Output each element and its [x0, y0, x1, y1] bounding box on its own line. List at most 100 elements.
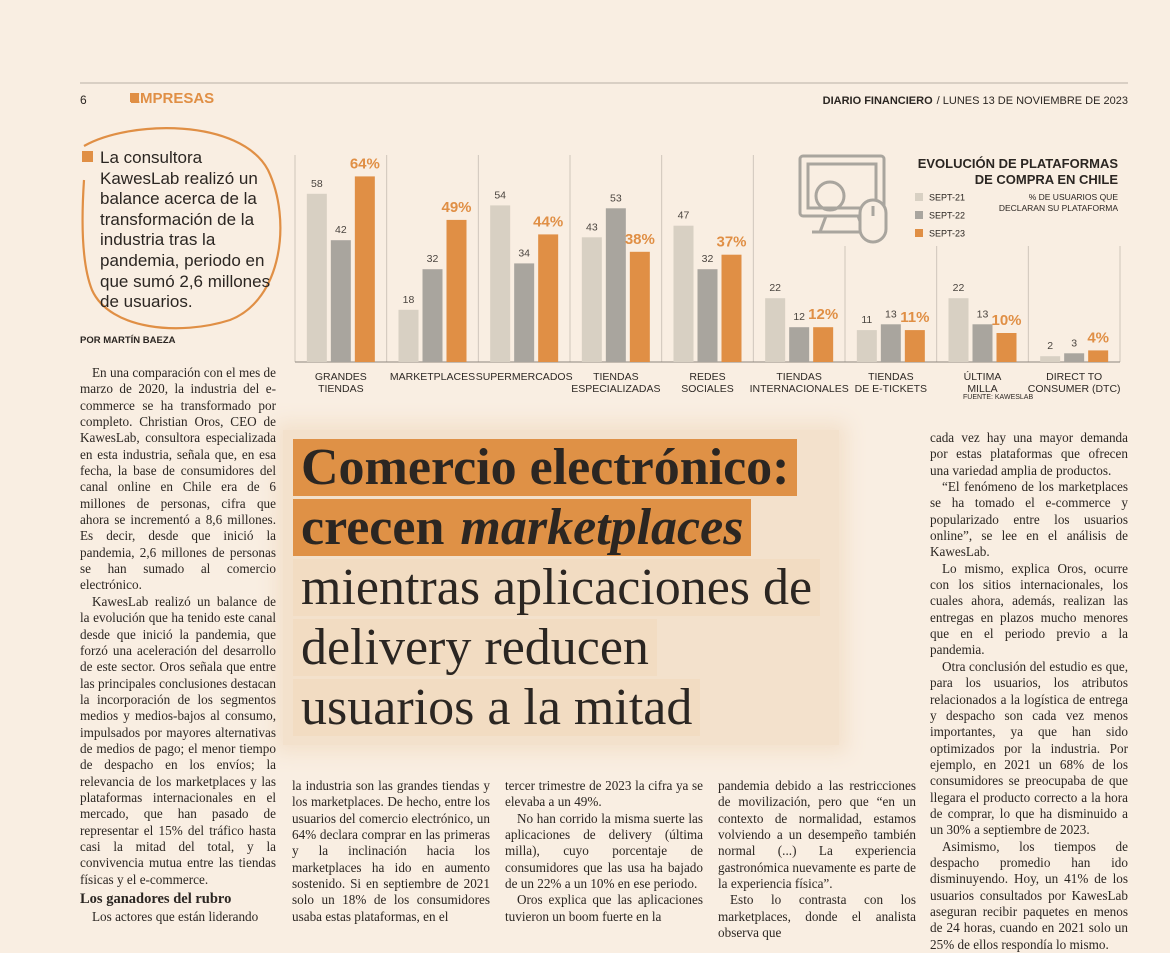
- value-label: 34: [518, 247, 530, 259]
- paragraph: No han corrido la misma suerte las aplic…: [505, 810, 703, 892]
- value-label: 58: [311, 178, 323, 190]
- x-tick-label: DIRECT TO CONSUMER (DTC): [1027, 371, 1121, 395]
- paragraph: En una comparación con el mes de marzo d…: [80, 365, 276, 593]
- value-label: 10%: [991, 312, 1021, 329]
- value-label: 18: [403, 294, 415, 306]
- column: la industria son las grandes tiendas y l…: [292, 778, 490, 925]
- x-tick-label: TIENDAS INTERNACIONALES: [749, 371, 849, 395]
- bar: [605, 208, 626, 362]
- bar: [765, 298, 786, 362]
- bar: [880, 324, 901, 362]
- paragraph: Otra conclusión del estudio es que, para…: [930, 658, 1128, 838]
- x-tick-label: SUPERMERCADOS: [475, 371, 573, 383]
- value-label: 22: [953, 282, 965, 294]
- bar: [673, 225, 694, 362]
- date: / LUNES 13 DE NOVIEMBRE DE 2023: [937, 95, 1128, 107]
- value-label: 53: [610, 192, 622, 204]
- bar: [538, 234, 559, 362]
- value-label: 44%: [533, 213, 563, 230]
- value-label: 13: [885, 308, 897, 320]
- bar: [948, 298, 969, 362]
- value-label: 47: [678, 210, 690, 222]
- bar: [1088, 350, 1109, 362]
- value-label: 2: [1047, 340, 1053, 352]
- paragraph: la industria son las grandes tiendas y l…: [292, 778, 490, 924]
- legend-swatch: [915, 229, 923, 237]
- computer-icon: [798, 154, 888, 244]
- paragraph: Asimismo, los tiempos de despacho promed…: [930, 838, 1128, 952]
- x-tick-label: TIENDAS DE E-TICKETS: [854, 371, 927, 395]
- x-tick-label: GRANDES TIENDAS: [314, 371, 367, 395]
- byline: POR MARTÍN BAEZA: [80, 335, 176, 346]
- value-label: 49%: [441, 199, 471, 216]
- lead-circle: [81, 127, 282, 330]
- value-label: 38%: [625, 231, 655, 248]
- bar: [514, 263, 535, 362]
- value-label: 32: [427, 253, 439, 265]
- bar: [813, 327, 834, 362]
- bar: [789, 327, 810, 362]
- paragraph: pandemia debido a las restricciones de m…: [718, 778, 916, 892]
- bar: [629, 251, 650, 362]
- legend-swatch: [915, 193, 923, 201]
- subhead: Los ganadores del rubro: [80, 891, 232, 907]
- bar: [856, 330, 877, 362]
- lead: La consultora KawesLab realizó un balanc…: [100, 148, 271, 312]
- column: tercer trimestre de 2023 la cifra ya se …: [505, 778, 703, 925]
- paragraph: Esto lo contrasta con los marketplaces, …: [718, 892, 916, 941]
- x-tick-label: ÚLTIMA MILLA: [963, 371, 1002, 395]
- chart-source: FUENTE: KAWESLAB: [963, 394, 1034, 401]
- publication: DIARIO FINANCIERO: [823, 95, 933, 107]
- paragraph: “El fenómeno de los marketplaces se ha t…: [930, 479, 1128, 560]
- value-label: 37%: [716, 234, 746, 251]
- bar: [1064, 353, 1085, 362]
- value-label: 64%: [350, 155, 380, 172]
- bar: [306, 193, 327, 362]
- value-label: 54: [494, 189, 506, 201]
- lead-bullet: [82, 151, 93, 162]
- legend-label: SEPT-23: [929, 228, 965, 238]
- x-tick-label: TIENDAS ESPECIALIZADAS: [571, 371, 661, 395]
- paragraph: KawesLab realizó un balance de la evoluc…: [80, 593, 276, 887]
- column: Los actores que están liderando: [80, 909, 276, 925]
- value-label: 11%: [900, 309, 929, 326]
- chart-subtitle: % DE USUARIOS QUE DECLARAN SU PLATAFORMA: [998, 192, 1118, 213]
- column: pandemia debido a las restricciones de m…: [718, 778, 916, 941]
- value-label: 32: [702, 253, 714, 265]
- bar: [398, 309, 419, 362]
- bar: [581, 237, 602, 362]
- bar: [996, 333, 1017, 362]
- bar: [330, 240, 351, 362]
- paragraph: tercer trimestre de 2023 la cifra ya se …: [505, 778, 703, 810]
- legend-label: SEPT-21: [929, 192, 965, 202]
- value-label: 42: [335, 224, 347, 236]
- legend-label: SEPT-22: [929, 210, 965, 220]
- bar: [972, 324, 993, 362]
- value-label: 3: [1071, 337, 1077, 349]
- bar: [721, 254, 742, 362]
- bar: [354, 176, 375, 362]
- paragraph: Los actores que están liderando: [92, 909, 259, 924]
- value-label: 12: [793, 311, 805, 323]
- bar: [422, 269, 443, 362]
- value-label: 12%: [808, 306, 838, 323]
- page-number: 6: [80, 93, 87, 107]
- bar: [446, 219, 467, 362]
- legend-swatch: [915, 211, 923, 219]
- headline-bold-italic: marketplaces: [452, 499, 752, 556]
- x-tick-label: MARKETPLACES: [389, 371, 476, 383]
- paragraph: Oros explica que las aplicaciones tuvier…: [505, 892, 703, 924]
- x-tick-label: REDES SOCIALES: [681, 371, 734, 395]
- column: cada vez hay una mayor demanda por estas…: [930, 430, 1128, 953]
- dateline: DIARIO FINANCIERO / LUNES 13 DE NOVIEMBRE…: [823, 95, 1128, 107]
- section-marker: [130, 93, 139, 102]
- value-label: 4%: [1087, 329, 1109, 346]
- value-label: 11: [861, 314, 872, 326]
- section: EMPRESAS: [130, 90, 214, 107]
- value-label: 22: [769, 282, 781, 294]
- headline-light: mientras aplicaciones de delivery reduce…: [293, 559, 821, 736]
- chart-title: EVOLUCIÓN DE PLATAFORMAS DE COMPRA EN CH…: [917, 156, 1118, 187]
